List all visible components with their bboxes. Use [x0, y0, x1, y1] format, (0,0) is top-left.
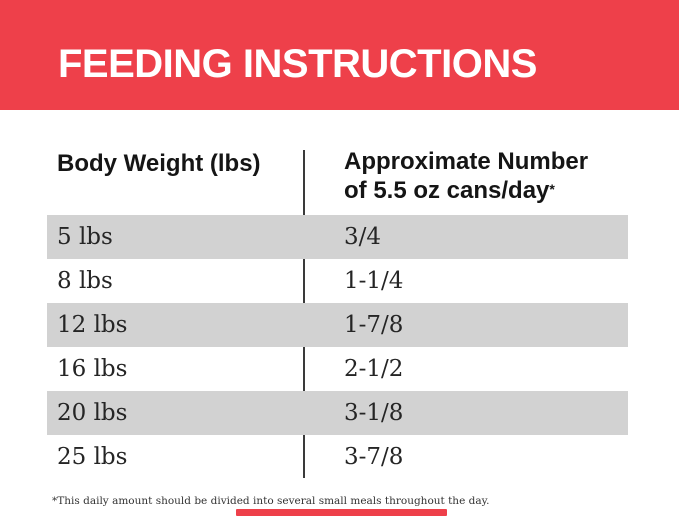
- footnote-marker: *: [549, 181, 555, 197]
- cans-per-day-cell: 2-1/2: [344, 356, 404, 382]
- cans-per-day-cell: 3/4: [344, 224, 382, 250]
- table-row: 12 lbs 1-7/8: [47, 303, 628, 347]
- body-weight-cell: 20 lbs: [57, 400, 128, 426]
- table-row: 25 lbs 3-7/8: [47, 435, 628, 479]
- table-row: 16 lbs 2-1/2: [47, 347, 628, 391]
- body-weight-cell: 25 lbs: [57, 444, 128, 470]
- cans-per-day-cell: 3-1/8: [344, 400, 404, 426]
- table-row: 5 lbs 3/4: [47, 215, 628, 259]
- table-row: 8 lbs 1-1/4: [47, 259, 628, 303]
- body-weight-cell: 12 lbs: [57, 312, 128, 338]
- column-header-body-weight: Body Weight (lbs): [57, 150, 261, 177]
- body-weight-cell: 8 lbs: [57, 268, 113, 294]
- cans-per-day-cell: 1-7/8: [344, 312, 404, 338]
- cans-per-day-cell: 1-1/4: [344, 268, 404, 294]
- footnote-text: *This daily amount should be divided int…: [52, 495, 490, 507]
- cans-per-day-cell: 3-7/8: [344, 444, 404, 470]
- body-weight-cell: 16 lbs: [57, 356, 128, 382]
- title-banner: FEEDING INSTRUCTIONS: [0, 0, 679, 110]
- column-header-cans-per-day: Approximate Number of 5.5 oz cans/day*: [344, 147, 634, 205]
- page-title: FEEDING INSTRUCTIONS: [58, 42, 537, 86]
- bottom-indicator-bar: [236, 509, 447, 516]
- column-header-line2: of 5.5 oz cans/day: [344, 177, 550, 204]
- body-weight-cell: 5 lbs: [57, 224, 113, 250]
- column-header-line1: Approximate Number: [344, 148, 589, 175]
- table-row: 20 lbs 3-1/8: [47, 391, 628, 435]
